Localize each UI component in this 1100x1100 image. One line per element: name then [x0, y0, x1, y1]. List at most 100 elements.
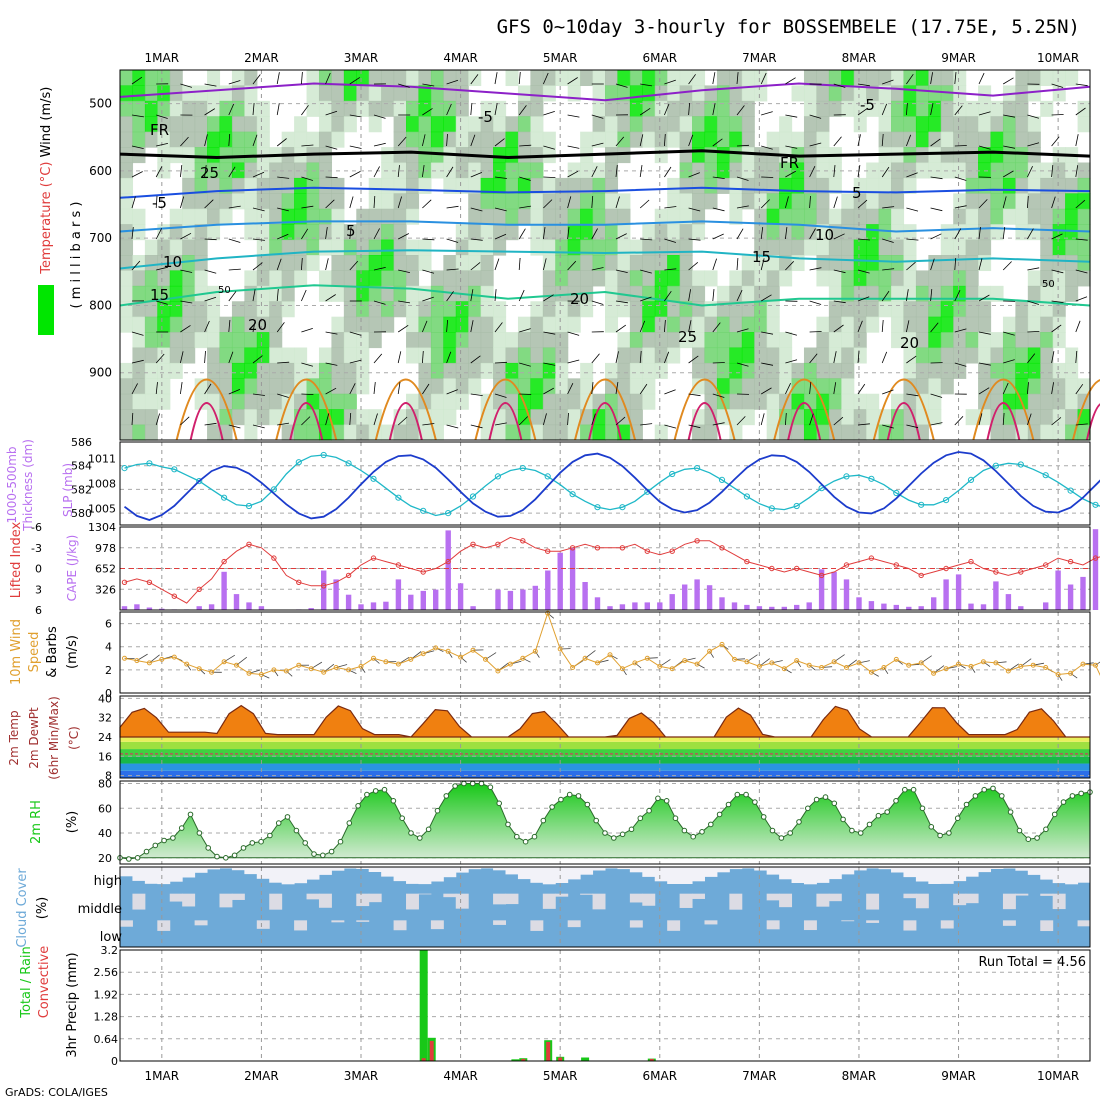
precip-convective-bar [558, 1057, 563, 1061]
rh-point [893, 798, 899, 804]
rh-cell [803, 131, 818, 148]
rh-cell [244, 316, 258, 333]
rh-point [267, 832, 273, 839]
rh-cell [231, 162, 245, 179]
lifted-index-point [1018, 569, 1024, 575]
wind-barb [277, 207, 289, 212]
wind-barb [519, 144, 532, 147]
thickness-point [743, 493, 751, 500]
cloud-gap-high [853, 867, 867, 871]
rh-cell [318, 270, 333, 287]
rh-cell [157, 100, 171, 117]
rh-cell [406, 239, 420, 256]
wind-barb [228, 389, 241, 395]
wind-speed-point [383, 659, 389, 665]
rh-cell [157, 362, 171, 379]
rh-cell [169, 301, 183, 318]
wind-barb [591, 114, 604, 119]
rh-cell [418, 378, 432, 395]
rh-cell [207, 409, 221, 426]
rh-cell [1052, 224, 1066, 241]
rh-point [928, 824, 935, 830]
rh-cell [306, 177, 320, 194]
rh-cell [368, 193, 382, 210]
rh-point [258, 838, 264, 845]
rh-cell [1065, 270, 1079, 287]
rh-cell [828, 301, 842, 318]
rh-cell [679, 239, 693, 256]
rh-cell [169, 100, 183, 117]
cloud-gap-low [704, 920, 718, 925]
rh-cell [667, 131, 681, 148]
wind-barb [785, 261, 794, 271]
cloud-gap-high [965, 867, 979, 877]
rh-cell [256, 177, 270, 194]
rh-cell [679, 70, 693, 87]
wind-barb [277, 422, 290, 426]
cloud-gap-middle [169, 893, 183, 902]
rh-cell [269, 270, 283, 287]
rh-point [972, 793, 979, 799]
rh-point [540, 817, 547, 824]
rh-cell [592, 255, 606, 272]
cape-ylabel-part: CAPE (J/kg) [65, 535, 79, 602]
wind-speed-point [1055, 672, 1061, 677]
rh-cell [766, 162, 780, 179]
rh-cell [157, 347, 171, 364]
rh-cell [406, 347, 420, 364]
rh-cell [716, 100, 730, 117]
rh-point [981, 786, 988, 793]
wind-barb [277, 393, 289, 398]
lifted-index-line [124, 536, 1100, 604]
cape-bar [233, 594, 240, 610]
thickness-point [1017, 461, 1024, 468]
wind-barb [1075, 423, 1088, 426]
cloud-gap-middle [443, 893, 457, 898]
rh-cell [157, 70, 171, 87]
rh-cell [605, 131, 619, 148]
rh-cell [1002, 116, 1016, 133]
rh-cell [803, 362, 818, 379]
rh-tick-label: 80 [98, 777, 112, 790]
rh-cell [182, 332, 196, 349]
rh-cell [1027, 409, 1041, 426]
rh-cell [803, 224, 818, 241]
wind-speed-point [918, 660, 924, 666]
temperature-contour-25 [1071, 379, 1100, 441]
rh-cell [505, 116, 519, 133]
rh-cell [704, 347, 718, 364]
lifted-index-point [918, 572, 924, 579]
rh-cell [1040, 224, 1054, 241]
rh-cell [231, 177, 245, 194]
rh-cell [294, 224, 308, 241]
rh-cell [530, 362, 544, 379]
rh-cell [816, 239, 830, 256]
rh-cell [915, 131, 929, 148]
rh-cell [418, 147, 432, 164]
wind-barb [622, 668, 627, 676]
pressure-tick-label: 500 [89, 97, 112, 111]
wind-barb [360, 666, 366, 673]
rh-cell [667, 208, 681, 225]
wind-barb [519, 393, 532, 395]
cape-bar [470, 606, 476, 610]
wind-barb [349, 145, 362, 149]
rh-cell [455, 85, 469, 102]
lifted-index-point [545, 548, 551, 554]
wind-speed-point [171, 654, 177, 660]
rh-cell [132, 393, 146, 410]
cape-bar [744, 604, 750, 610]
cape-bar [308, 608, 314, 610]
wind-barb [1027, 114, 1040, 119]
wind-barb [156, 143, 168, 147]
wind-speed-point [333, 665, 339, 670]
rh-cell [132, 409, 146, 426]
thickness-slp-frame [119, 441, 1091, 526]
rh-cell [803, 393, 818, 410]
cape-bar [980, 604, 987, 610]
chart-title: GFS 0~10day 3-hourly for BOSSEMBELE (17.… [497, 16, 1080, 38]
rh-cell [729, 347, 743, 364]
rh-cell [294, 393, 308, 410]
rh-cell [1015, 316, 1029, 333]
wind-barb [906, 102, 908, 116]
